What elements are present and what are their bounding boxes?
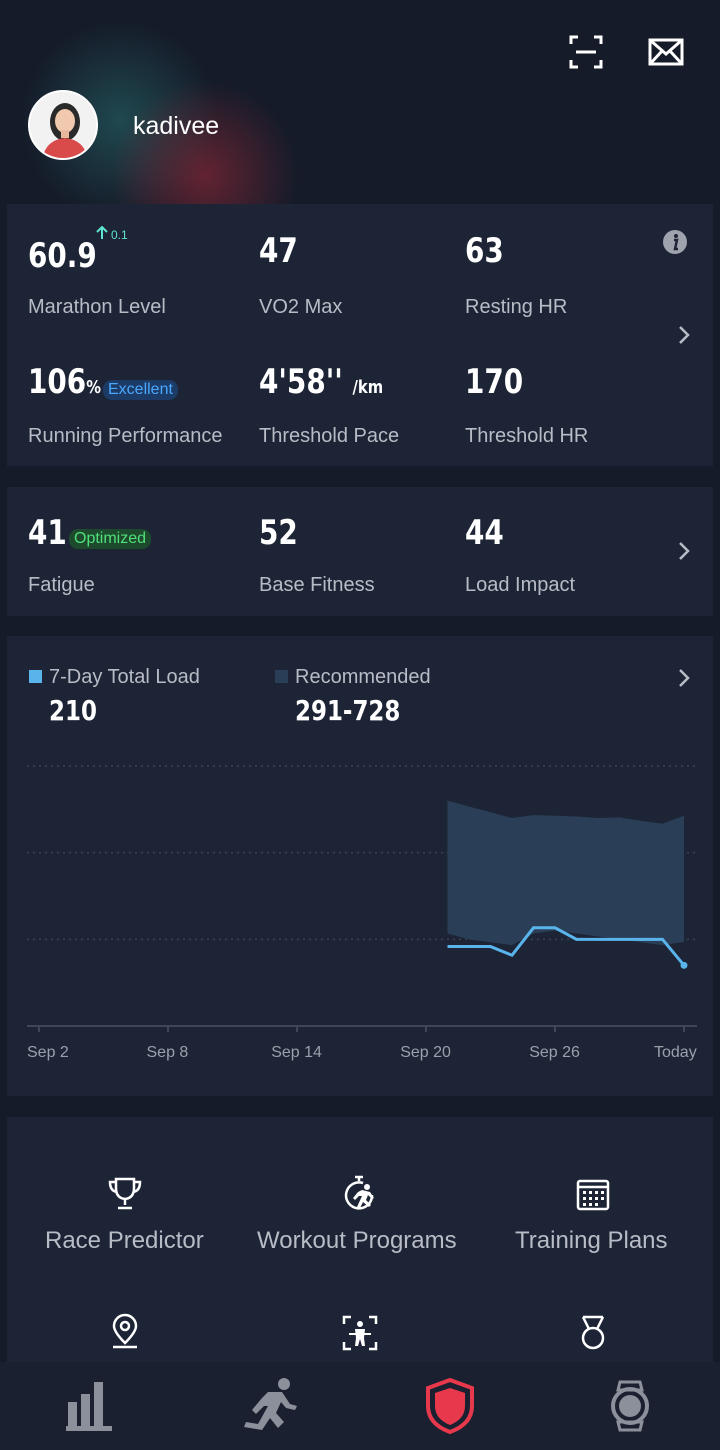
watch-icon[interactable] bbox=[600, 1376, 660, 1436]
mail-icon[interactable] bbox=[648, 34, 684, 70]
avatar[interactable] bbox=[28, 90, 98, 160]
excellent-badge: Excellent bbox=[103, 380, 178, 400]
threshold-pace-number: 4'58'' bbox=[259, 362, 343, 402]
threshold-pace-value: 4'58'' /km bbox=[259, 362, 383, 402]
location-pin-icon[interactable] bbox=[105, 1313, 145, 1353]
threshold-hr-label: Threshold HR bbox=[465, 425, 589, 447]
load-impact-label: Load Impact bbox=[465, 574, 576, 596]
load-legend-label: 7-Day Total Load bbox=[49, 666, 200, 688]
tools-card: Race Predictor Workout Programs Training… bbox=[7, 1117, 713, 1362]
workout-programs-label[interactable]: Workout Programs bbox=[257, 1227, 457, 1254]
x-tick-label: Sep 14 bbox=[271, 1044, 322, 1061]
x-tick-label: Sep 26 bbox=[529, 1044, 580, 1061]
resting-hr-value: 63 bbox=[465, 231, 504, 271]
base-fitness-label: Base Fitness bbox=[259, 574, 375, 596]
shield-icon[interactable] bbox=[420, 1376, 480, 1436]
load-endpoint bbox=[680, 961, 688, 969]
resting-hr-label: Resting HR bbox=[465, 296, 568, 318]
runner-icon[interactable] bbox=[240, 1376, 300, 1436]
marathon-level-label: Marathon Level bbox=[28, 296, 166, 318]
running-performance-value: 106% bbox=[28, 362, 101, 402]
load-total-value: 210 bbox=[49, 694, 97, 727]
username[interactable]: kadivee bbox=[133, 112, 220, 140]
running-performance-unit: % bbox=[86, 377, 102, 398]
load-legend-swatch bbox=[29, 670, 42, 683]
recommended-range-value: 291-728 bbox=[295, 694, 401, 727]
x-tick-label: Sep 20 bbox=[400, 1044, 451, 1061]
chevron-right-icon[interactable] bbox=[677, 540, 691, 562]
load-line bbox=[447, 926, 686, 967]
fitness-card[interactable]: 41 Optimized Fatigue 52 Base Fitness 44 … bbox=[7, 487, 713, 616]
performance-card[interactable]: 60.9 0.1 Marathon Level 47 VO2 Max 63 Re… bbox=[7, 204, 713, 466]
info-icon[interactable] bbox=[662, 229, 688, 255]
marathon-level-value: 60.9 bbox=[28, 236, 97, 276]
marathon-level-delta: 0.1 bbox=[111, 228, 128, 242]
base-fitness-value: 52 bbox=[259, 513, 298, 553]
running-performance-label: Running Performance bbox=[28, 425, 223, 447]
trophy-icon[interactable] bbox=[105, 1174, 145, 1214]
race-predictor-label[interactable]: Race Predictor bbox=[45, 1227, 204, 1254]
chevron-right-icon[interactable] bbox=[677, 667, 691, 689]
avatar-picture bbox=[30, 92, 96, 158]
load-chart bbox=[27, 765, 697, 1032]
threshold-pace-label: Threshold Pace bbox=[259, 425, 400, 447]
recommended-legend-swatch bbox=[275, 670, 288, 683]
vo2max-value: 47 bbox=[259, 231, 298, 271]
medal-icon[interactable] bbox=[573, 1313, 613, 1353]
x-tick-label: Sep 8 bbox=[146, 1044, 189, 1061]
fatigue-label: Fatigue bbox=[28, 574, 95, 596]
load-impact-value: 44 bbox=[465, 513, 504, 553]
fatigue-value: 41 bbox=[28, 513, 67, 553]
bar-chart-icon[interactable] bbox=[60, 1376, 120, 1436]
optimized-badge: Optimized bbox=[69, 529, 152, 549]
x-tick-label: Today bbox=[654, 1044, 697, 1061]
body-scan-icon[interactable] bbox=[340, 1313, 380, 1353]
threshold-pace-unit: /km bbox=[352, 377, 384, 398]
running-performance-number: 106 bbox=[28, 362, 87, 402]
stopwatch-runner-icon[interactable] bbox=[340, 1174, 380, 1214]
calendar-icon[interactable] bbox=[573, 1174, 613, 1214]
arrow-up-icon bbox=[96, 226, 108, 239]
bottom-nav bbox=[0, 1362, 720, 1450]
scan-icon[interactable] bbox=[568, 34, 604, 70]
header-actions bbox=[568, 34, 684, 70]
training-plans-label[interactable]: Training Plans bbox=[515, 1227, 668, 1254]
recommended-band bbox=[447, 800, 684, 946]
chevron-right-icon[interactable] bbox=[677, 324, 691, 346]
threshold-hr-value: 170 bbox=[465, 362, 524, 402]
load-chart-card[interactable]: 7-Day Total Load 210 Recommended 291-728… bbox=[7, 636, 713, 1096]
recommended-legend-label: Recommended bbox=[295, 666, 431, 688]
vo2max-label: VO2 Max bbox=[259, 296, 343, 318]
x-tick-label: Sep 2 bbox=[27, 1044, 69, 1061]
